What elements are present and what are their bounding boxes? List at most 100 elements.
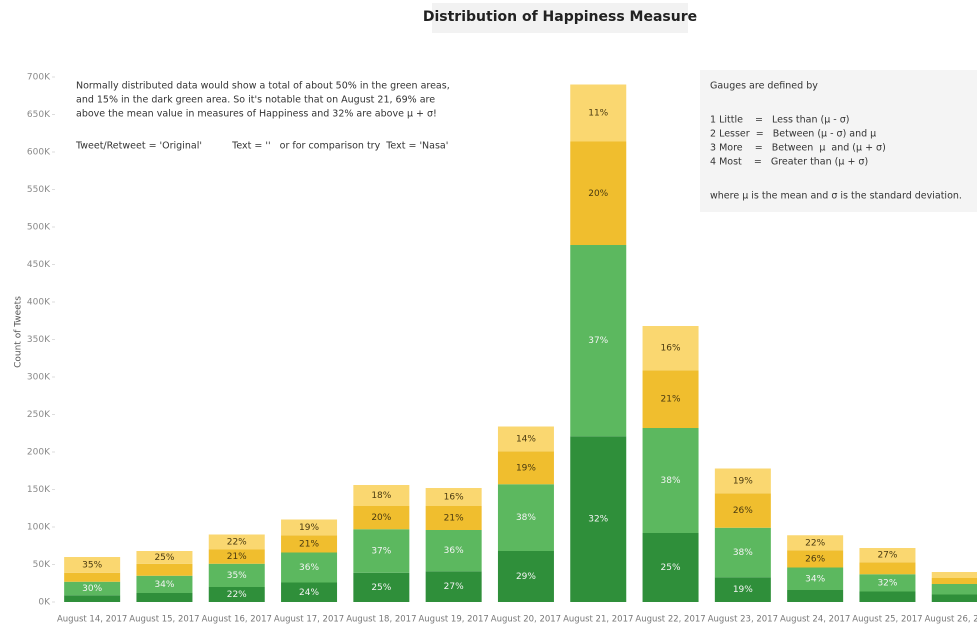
bar-segment [642,326,699,371]
segment-label: 34% [805,574,825,584]
segment-label: 21% [299,539,319,549]
x-tick-label: August 14, 2017 [57,615,127,625]
x-tick-label: August 16, 2017 [202,615,272,625]
x-tick-label: August 15, 2017 [129,615,199,625]
bar-segment [570,436,627,602]
bar-segment [714,468,771,494]
bar-segment [787,590,844,602]
bar-segment [497,551,554,602]
segment-label: 38% [733,548,753,558]
y-tick-label: 300K [27,373,51,383]
bar-segment [353,572,410,602]
segment-label: 32% [877,578,897,588]
segment-label: 22% [227,590,247,600]
segment-label: 19% [733,585,753,595]
segment-label: 22% [805,538,825,548]
chart-title: Distribution of Happiness Measure [423,9,697,25]
x-tick-label: August 22, 2017 [635,615,705,625]
segment-label: 25% [154,553,174,563]
y-tick-label: 500K [27,223,51,233]
bar-segment [208,534,265,550]
x-tick-label: August 19, 2017 [418,615,488,625]
bar-segment [714,577,771,602]
bar-segment [136,593,193,602]
segment-label: 36% [444,546,464,556]
bar-segment [281,535,338,553]
x-tick-label: August 17, 2017 [274,615,344,625]
y-tick-label: 50K [33,560,51,570]
segment-label: 30% [82,584,102,594]
segment-label: 32% [588,515,608,525]
bar-segment [642,428,699,533]
bar-segment [714,493,771,528]
y-tick-label: 450K [27,260,51,270]
bar-segment [425,506,482,530]
segment-label: 21% [227,552,247,562]
segment-label: 27% [877,551,897,561]
bar-segment [497,426,554,452]
y-tick-label: 700K [27,73,51,83]
segment-label: 34% [154,580,174,590]
segment-label: 18% [371,491,391,501]
bar-segment [281,519,338,536]
segment-label: 20% [588,189,608,199]
bar-segment [859,548,916,563]
bar-segment [787,535,844,551]
bar-segment [787,567,844,590]
annotation-line: 3 More = Between μ and (μ + σ) [710,143,886,154]
y-axis-title: Count of Tweets [14,296,24,368]
segment-label: 37% [588,336,608,346]
segment-label: 25% [661,563,681,573]
segment-label: 26% [805,554,825,564]
segment-label: 22% [227,538,247,548]
y-tick-label: 350K [27,335,51,345]
segment-label: 16% [444,493,464,503]
title-background [432,3,688,33]
segment-label: 21% [661,395,681,405]
bar-segment [570,84,627,142]
bar-segment [64,557,121,573]
segment-label: 19% [516,463,536,473]
y-tick-label: 250K [27,410,51,420]
segment-label: 37% [371,547,391,557]
note-background [700,70,977,212]
x-tick-label: August 25, 2017 [852,615,922,625]
bar-segment [281,582,338,602]
bar-segment [208,563,265,587]
y-tick-label: 100K [27,523,51,533]
bar-segment [497,484,554,551]
x-tick-label: August 23, 2017 [708,615,778,625]
annotation-line: Normally distributed data would show a t… [76,81,450,92]
x-tick-label: August 26, 2017 [925,615,977,625]
x-tick-label: August 18, 2017 [346,615,416,625]
y-tick-label: 550K [27,185,51,195]
bar-segment [281,552,338,583]
segment-label: 21% [444,514,464,524]
annotation-line: and 15% in the dark green area. So it's … [76,95,435,106]
bar-segment [136,563,193,576]
bar-segment [64,572,121,582]
bar-segment [425,488,482,506]
bar-segment [425,530,482,572]
annotation-line: 2 Lesser = Between (μ - σ) and μ [710,129,876,140]
bar-segment [136,551,193,564]
annotation-line: 4 Most = Greater than (μ + σ) [710,157,868,168]
bar-segment [859,574,916,592]
bar-segment [353,529,410,573]
x-tick-label: August 20, 2017 [491,615,561,625]
bar-segment [353,485,410,506]
bar-segment [642,370,699,428]
bar-segment [931,572,977,578]
annotation-line: above the mean value in measures of Happ… [76,109,437,120]
bar-segment [570,141,627,245]
segment-label: 20% [371,513,391,523]
segment-label: 38% [516,513,536,523]
annotation-line: Tweet/Retweet = 'Original' Text = '' or … [75,141,448,152]
bar-segment [425,571,482,602]
segment-label: 26% [733,506,753,516]
y-tick-label: 0K [38,598,51,608]
segment-label: 27% [444,582,464,592]
y-tick-label: 600K [27,148,51,158]
bar-segment [497,451,554,485]
